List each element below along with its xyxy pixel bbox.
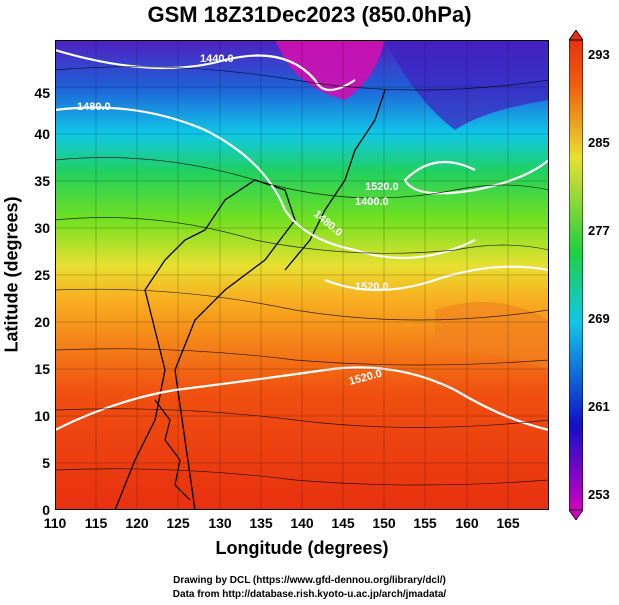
philippines-outline	[154, 399, 191, 501]
japan-outline	[284, 89, 386, 271]
x-axis-label: Longitude (degrees)	[215, 538, 389, 558]
y-tick-label: 15	[34, 361, 50, 377]
colorbar-tick-label: 261	[588, 399, 610, 414]
contour-label: 1480.0	[77, 101, 111, 113]
x-tick-label: 130	[208, 515, 232, 531]
x-tick-label: 155	[413, 515, 437, 531]
x-tick-label: 160	[455, 515, 479, 531]
magenta-cold-pool	[275, 40, 385, 100]
x-tick-label: 135	[249, 515, 273, 531]
x-tick-label: 110	[43, 515, 67, 531]
contour-lines	[55, 48, 549, 432]
colorbar	[569, 30, 583, 520]
grid-lines	[55, 40, 549, 510]
contour-label: 1520.0	[365, 181, 399, 193]
y-tick-label: 45	[34, 85, 50, 101]
x-tick-label: 140	[290, 515, 314, 531]
colorbar-tick-label: 277	[588, 223, 610, 238]
x-tick-label: 150	[372, 515, 396, 531]
y-tick-label: 20	[34, 314, 50, 330]
x-tick-label: 165	[496, 515, 520, 531]
x-tick-label: 145	[331, 515, 355, 531]
y-tick-label: 5	[42, 455, 50, 471]
x-tick-label: 125	[166, 515, 190, 531]
map-plot-area: 1440.0 1480.0 1520.0 1520.0 1480.0 1400.…	[55, 40, 549, 510]
contour-label: 1520.0	[355, 281, 389, 293]
x-tick-label: 120	[125, 515, 149, 531]
colorbar-tick-label: 253	[588, 487, 610, 502]
y-tick-label: 40	[34, 126, 50, 142]
colorbar-tick-label: 293	[588, 47, 610, 62]
map-title: GSM 18Z31Dec2023 (850.0hPa)	[147, 2, 472, 27]
x-tick-label: 115	[84, 515, 108, 531]
y-tick-label: 10	[34, 408, 50, 424]
temperature-field: 1440.0 1480.0 1520.0 1520.0 1480.0 1400.…	[55, 40, 549, 510]
colorbar-tick-label: 285	[588, 135, 610, 150]
y-tick-label: 0	[42, 502, 50, 518]
y-axis-label: Latitude (degrees)	[1, 196, 22, 353]
land-outline	[114, 179, 296, 510]
colorbar-tick-label: 269	[588, 311, 610, 326]
contour-label: 1440.0	[200, 53, 234, 65]
y-tick-label: 35	[34, 173, 50, 189]
credit-data: Data from http://database.rish.kyoto-u.a…	[172, 589, 447, 600]
y-tick-label: 30	[34, 220, 50, 236]
credit-drawing: Drawing by DCL (https://www.gfd-dennou.o…	[173, 575, 446, 586]
streamlines	[55, 66, 549, 486]
contour-label: 1400.0	[355, 196, 389, 208]
y-tick-label: 25	[34, 267, 50, 283]
